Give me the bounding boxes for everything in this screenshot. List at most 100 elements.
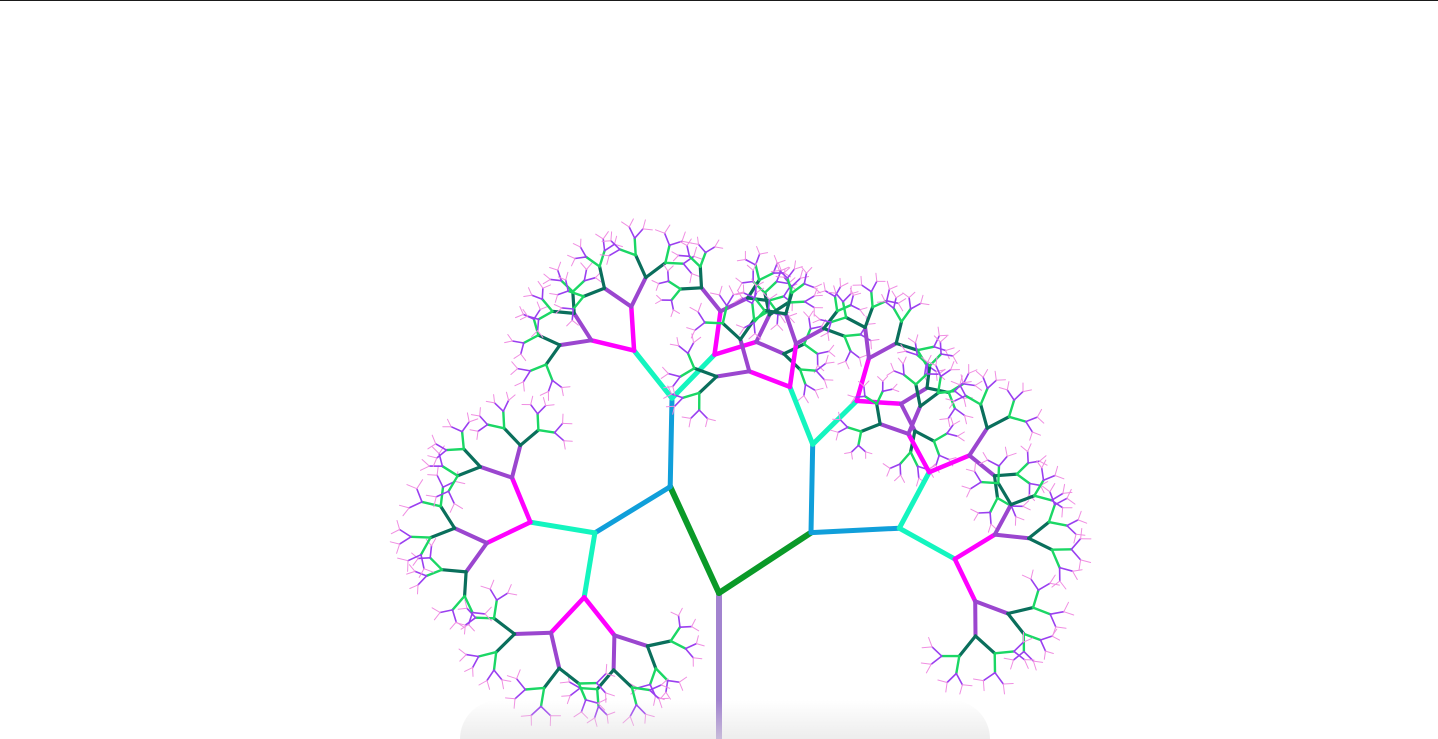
fractal-tree [389, 218, 1092, 739]
tree-branch-gen-9 [665, 405, 676, 408]
tree-branch-gen-8 [670, 393, 684, 399]
tree-branch-gen-7 [670, 287, 682, 302]
tree-branch-gen-8 [435, 449, 448, 459]
tree-branch-gen-7 [1047, 503, 1057, 524]
tree-branch-gen-9 [839, 277, 841, 288]
tree-branch-gen-7 [902, 373, 918, 386]
tree-branch-gen-9 [968, 369, 978, 374]
tree-branch-gen-9 [925, 663, 932, 674]
tree-branch-gen-9 [645, 713, 655, 718]
tree-branch-gen-9 [937, 679, 948, 683]
tree-branch-gen-6 [440, 568, 468, 574]
tree-branch-gen-9 [1062, 483, 1066, 494]
tree-branch-gen-8 [1040, 467, 1045, 482]
tree-branch-gen-9 [974, 385, 982, 391]
tree-branch-gen-8 [870, 280, 878, 293]
tree-branch-gen-9 [838, 411, 841, 421]
tree-branch-gen-1 [667, 483, 722, 596]
tree-branch-gen-9 [513, 698, 516, 709]
tree-branch-gen-9 [553, 304, 563, 309]
tree-branch-gen-6 [859, 422, 882, 434]
tree-branch-gen-9 [1072, 570, 1078, 580]
tree-branch-gen-9 [935, 356, 938, 366]
tree-branch-gen-9 [449, 621, 457, 630]
tree-branch-gen-9 [561, 386, 571, 388]
tree-branch-gen-8 [839, 418, 849, 429]
tree-branch-gen-7 [763, 280, 778, 294]
tree-branch-gen-9 [762, 292, 770, 300]
tree-branch-gen-6 [894, 341, 920, 352]
tree-branch-gen-8 [962, 382, 976, 387]
tree-branch-gen-9 [1003, 657, 1014, 661]
tree-branch-gen-7 [1015, 472, 1031, 485]
tree-branch-gen-8 [541, 287, 544, 301]
tree-branch-gen-7 [686, 352, 696, 370]
tree-branch-gen-7 [767, 295, 785, 302]
tree-branch-gen-9 [866, 323, 876, 325]
tree-branch-gen-7 [648, 667, 657, 686]
tree-branch-gen-7 [419, 536, 432, 556]
tree-branch-gen-8 [1049, 613, 1057, 628]
tree-branch-gen-9 [1039, 455, 1047, 462]
tree-branch-gen-9 [891, 388, 900, 392]
tree-branch-gen-8 [694, 321, 706, 332]
tree-branch-gen-9 [937, 326, 940, 337]
tree-branch-gen-7 [754, 263, 761, 282]
tree-branch-gen-8 [1070, 537, 1082, 551]
tree-branch-gen-8 [610, 239, 621, 251]
tree-branch-gen-9 [697, 302, 702, 313]
tree-branch-gen-9 [653, 695, 656, 706]
tree-branch-gen-9 [1036, 416, 1045, 424]
tree-branch-gen-9 [1041, 459, 1047, 469]
tree-branch-gen-9 [882, 375, 889, 382]
tree-branch-gen-9 [697, 236, 699, 245]
tree-branch-gen-9 [827, 291, 837, 294]
tree-branch-gen-9 [995, 379, 1006, 381]
tree-branch-gen-9 [1031, 431, 1041, 436]
tree-branch-gen-9 [939, 418, 949, 420]
tree-branch-gen-9 [770, 323, 778, 330]
tree-branch-gen-9 [812, 319, 821, 324]
tree-branch-gen-8 [420, 553, 425, 570]
tree-branch-gen-7 [679, 367, 696, 378]
tree-branch-gen-9 [959, 375, 963, 386]
tree-branch-gen-4 [906, 431, 932, 475]
tree-branch-gen-7 [633, 236, 637, 257]
tree-branch-gen-9 [927, 361, 937, 366]
tree-branch-gen-9 [1066, 488, 1072, 499]
tree-branch-gen-9 [468, 418, 479, 423]
tree-branch-gen-9 [605, 663, 608, 675]
tree-branch-gen-6 [894, 320, 904, 345]
tree-branch-gen-4 [509, 475, 533, 525]
tree-branch-gen-9 [693, 246, 697, 257]
tree-branch-gen-9 [1073, 533, 1077, 544]
tree-branch-gen-6 [844, 315, 867, 329]
tree-branch-gen-8 [1026, 450, 1029, 464]
tree-branch-gen-8 [989, 511, 992, 525]
tree-branch-gen-8 [467, 611, 474, 626]
tree-branch-gen-3 [810, 398, 860, 447]
tree-branch-gen-6 [502, 426, 523, 447]
tree-branch-gen-6 [644, 261, 668, 280]
tree-branch-gen-9 [799, 269, 803, 279]
tree-branch-gen-9 [714, 246, 724, 249]
tree-branch-gen-4 [589, 338, 637, 353]
tree-branch-gen-8 [531, 294, 544, 301]
tree-branch-gen-3 [527, 519, 598, 536]
tree-branch-gen-7 [841, 300, 848, 319]
tree-branch-gen-8 [553, 422, 564, 434]
tree-branch-gen-8 [511, 340, 525, 344]
tree-branch-gen-9 [402, 507, 410, 517]
tree-branch-gen-9 [714, 239, 720, 248]
tree-branch-gen-7 [681, 391, 701, 399]
tree-branch-gen-9 [595, 233, 604, 240]
tree-branch-gen-9 [672, 254, 679, 262]
tree-branch-gen-8 [1013, 650, 1026, 661]
tree-branch-gen-7 [630, 686, 651, 692]
tree-branch-gen-9 [736, 259, 746, 262]
tree-branch-gen-9 [733, 297, 743, 303]
tree-branch-gen-9 [746, 264, 754, 271]
tree-branch-gen-9 [681, 240, 693, 244]
tree-branch-gen-6 [973, 634, 997, 655]
tree-branch-gen-5 [992, 532, 1031, 541]
